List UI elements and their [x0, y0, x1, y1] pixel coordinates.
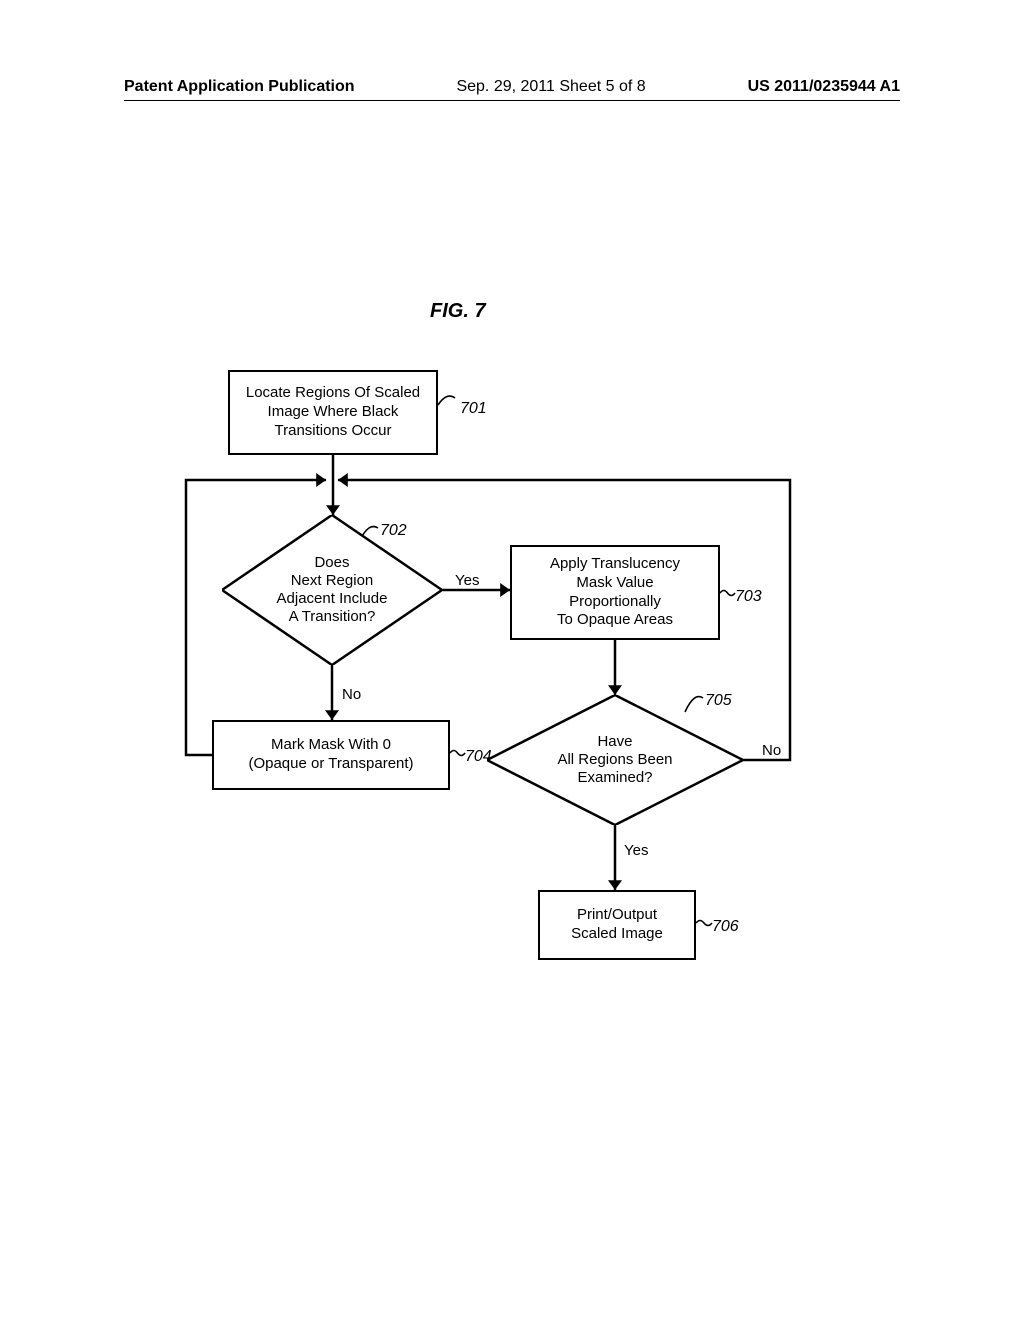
ref-label-705: 705	[705, 692, 732, 710]
edge-label-e705-706: Yes	[624, 842, 648, 859]
flowchart-edges	[0, 0, 1024, 1320]
flowchart-box-n701: Locate Regions Of ScaledImage Where Blac…	[228, 370, 438, 455]
header-rule	[124, 100, 900, 101]
edge-label-e702-704: No	[342, 686, 361, 703]
header-left: Patent Application Publication	[124, 78, 355, 96]
ref-label-703: 703	[735, 588, 762, 606]
flowchart-box-n706: Print/OutputScaled Image	[538, 890, 696, 960]
header-right: US 2011/0235944 A1	[748, 78, 900, 96]
ref-label-704: 704	[465, 748, 492, 766]
flowchart-box-n704: Mark Mask With 0(Opaque or Transparent)	[212, 720, 450, 790]
ref-label-702: 702	[380, 522, 407, 540]
flowchart-diamond-n702: DoesNext RegionAdjacent IncludeA Transit…	[222, 515, 442, 665]
edge-label-e702-703: Yes	[455, 572, 479, 589]
flowchart-box-n703: Apply TranslucencyMask ValueProportional…	[510, 545, 720, 640]
ref-label-706: 706	[712, 918, 739, 936]
header-center: Sep. 29, 2011 Sheet 5 of 8	[456, 78, 645, 96]
page-header: Patent Application Publication Sep. 29, …	[124, 78, 900, 96]
edge-label-e705-loop: No	[762, 742, 781, 759]
flowchart-diamond-n705: HaveAll Regions BeenExamined?	[487, 695, 743, 825]
ref-label-701: 701	[460, 400, 487, 418]
figure-title: FIG. 7	[430, 300, 486, 323]
